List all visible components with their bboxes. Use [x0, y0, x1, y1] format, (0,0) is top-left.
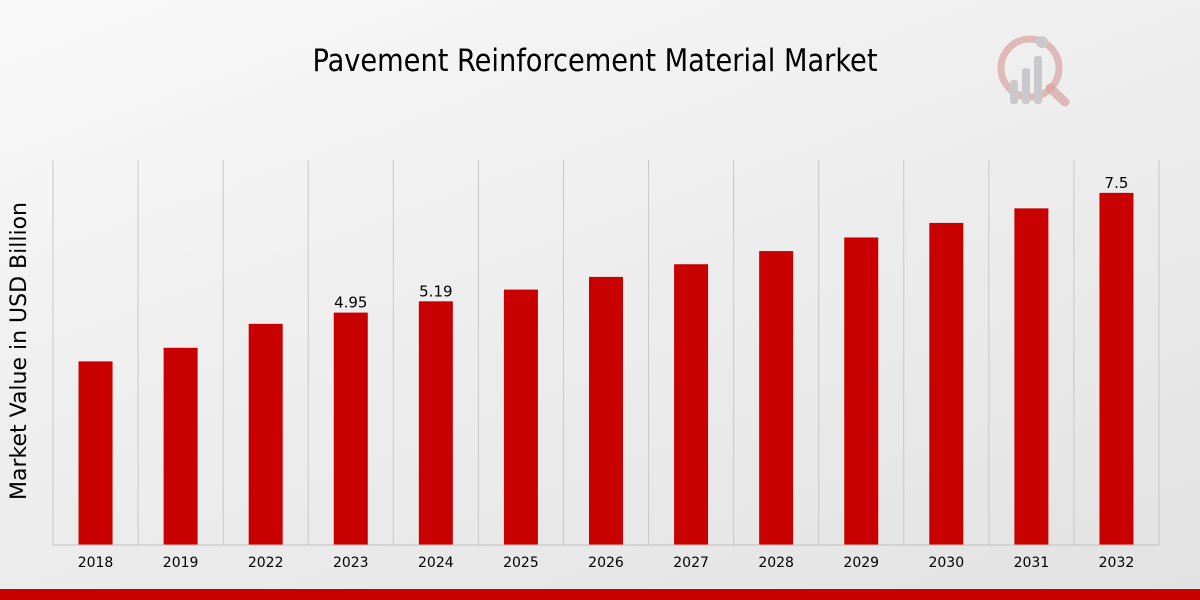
- x-tick-label-2025: 2025: [503, 555, 539, 571]
- y-axis-label: Market Value in USD Billion: [7, 202, 32, 500]
- bar-2026: [589, 276, 623, 545]
- bar-2019: [163, 347, 198, 545]
- data-label-2032: 7.5: [1105, 174, 1129, 192]
- x-tick-label-2026: 2026: [588, 555, 624, 571]
- logo-bar-3: [1034, 56, 1042, 104]
- x-tick-label-2024: 2024: [418, 555, 454, 571]
- logo-dot: [1036, 36, 1048, 48]
- x-tick-label-2032: 2032: [1099, 555, 1135, 571]
- data-label-2023: 4.95: [334, 294, 367, 312]
- bar-2028: [759, 251, 794, 545]
- bar-2024: [418, 301, 453, 545]
- x-tick-label-2018: 2018: [78, 555, 114, 571]
- bars: [78, 192, 1134, 546]
- x-tick-label-2029: 2029: [843, 555, 879, 571]
- bottom-brand-bar: [0, 589, 1200, 600]
- x-tick-label-2022: 2022: [248, 555, 284, 571]
- x-tick-label-2030: 2030: [928, 555, 964, 571]
- magnifier-chart-logo-icon: [997, 35, 1070, 107]
- data-labels: 4.95 5.19 7.5: [334, 174, 1128, 312]
- grid-lines: [52, 160, 1160, 545]
- x-tick-labels: 2018 2019 2022 2023 2024 2025 2026 2027 2028 2029…: [78, 555, 1135, 571]
- x-tick-label-2031: 2031: [1014, 555, 1050, 571]
- data-label-2024: 5.19: [419, 282, 452, 300]
- x-tick-label-2019: 2019: [163, 555, 199, 571]
- x-tick-label-2028: 2028: [758, 555, 794, 571]
- chart-title: Pavement Reinforcement Material Market: [313, 43, 878, 79]
- x-tick-label-2023: 2023: [333, 555, 369, 571]
- bar-2025: [503, 289, 538, 545]
- bar-2030: [929, 222, 964, 546]
- bar-2018: [78, 361, 113, 545]
- bar-2029: [844, 237, 879, 545]
- bar-2027: [674, 264, 709, 545]
- bar-2031: [1014, 208, 1049, 546]
- logo-handle: [1045, 83, 1070, 107]
- x-tick-label-2027: 2027: [673, 555, 709, 571]
- bar-2023: [333, 312, 368, 545]
- logo-bar-2: [1022, 68, 1030, 104]
- bar-2022: [248, 323, 283, 545]
- bar-2032: [1099, 192, 1134, 546]
- logo-bar-1: [1010, 80, 1018, 104]
